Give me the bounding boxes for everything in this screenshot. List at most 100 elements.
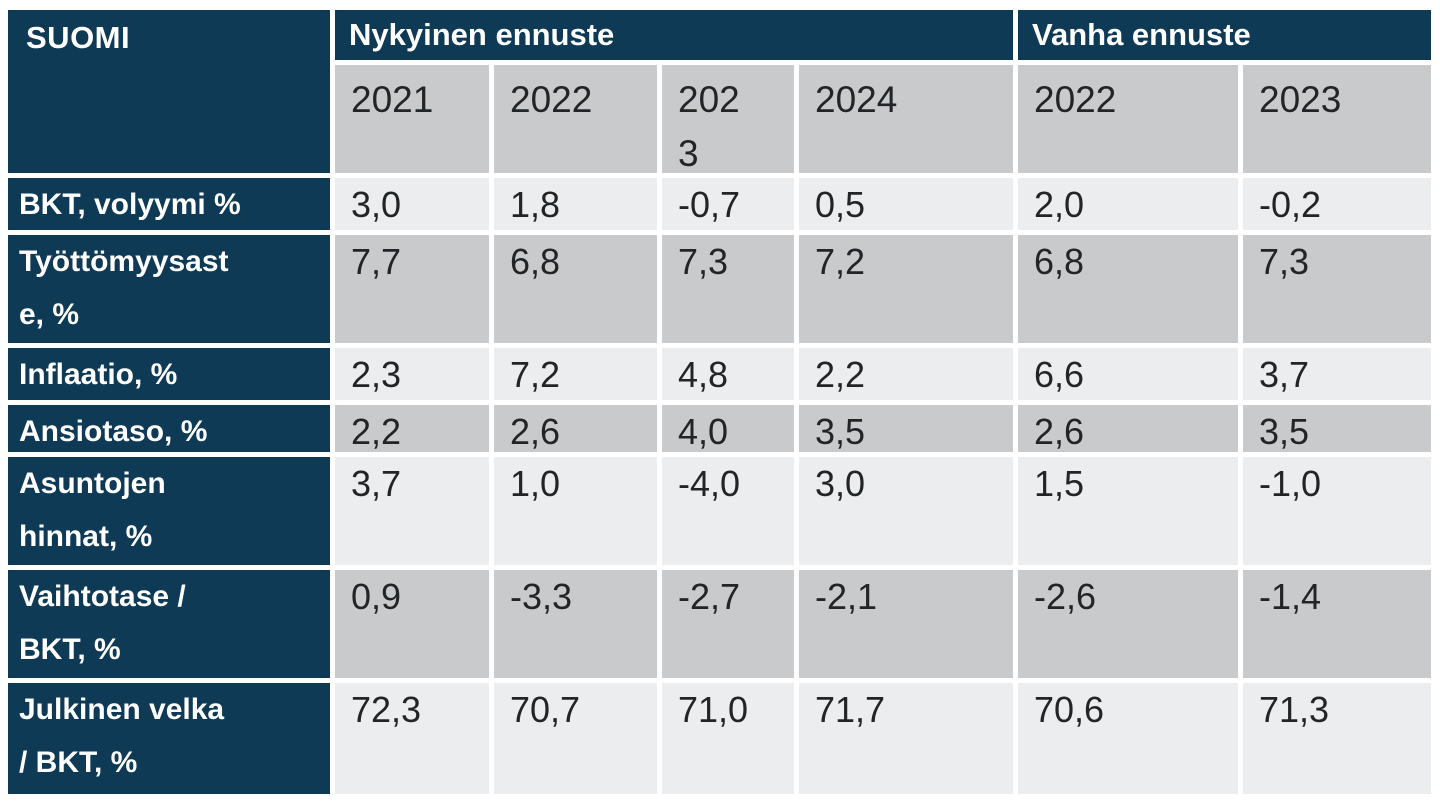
- table-cell-value: 7,7: [335, 235, 489, 343]
- table-cell-value: 2,2: [799, 348, 1013, 400]
- year-header-text: 202: [678, 79, 740, 120]
- row-label: Työttömyysast e, %: [8, 235, 330, 343]
- row-label: Asuntojen hinnat, %: [8, 457, 330, 565]
- table-cell-value: -1,0: [1243, 457, 1431, 565]
- table-cell-value: -4,0: [662, 457, 794, 565]
- table-cell-value: 3,5: [1243, 405, 1431, 452]
- cell-value-text: -0,7: [678, 184, 741, 225]
- table-cell-value: -1,4: [1243, 570, 1431, 678]
- year-header-col-5: 2022: [1018, 65, 1238, 173]
- cell-value-text: 7,3: [678, 241, 729, 282]
- cell-value-text: -0,2: [1259, 184, 1322, 225]
- table-cell-value: -2,7: [662, 570, 794, 678]
- table-cell-value: 0,9: [335, 570, 489, 678]
- year-header-col-6: 2023: [1243, 65, 1431, 173]
- cell-value-text: 1,5: [1034, 463, 1085, 504]
- year-header-col-4: 2024: [799, 65, 1013, 173]
- cell-value-text: 0,9: [351, 576, 402, 617]
- cell-value-text: 3,5: [1259, 411, 1310, 452]
- table-cell-value: 71,7: [799, 683, 1013, 794]
- forecast-table: SUOMI Nykyinen ennuste Vanha ennuste 202…: [8, 10, 1431, 794]
- cell-value-text: 4,8: [678, 354, 729, 395]
- row-label-text: Inflaatio, %: [19, 358, 178, 391]
- cell-value-text: 70,7: [510, 689, 581, 730]
- table-cell-value: -2,6: [1018, 570, 1238, 678]
- table-cell-value: 0,5: [799, 178, 1013, 230]
- year-header-col-3: 202 3: [662, 65, 794, 173]
- table-cell-value: 6,8: [1018, 235, 1238, 343]
- year-header-text: 2022: [510, 79, 593, 120]
- table-cell-value: -3,3: [494, 570, 657, 678]
- row-label: Vaihtotase / BKT, %: [8, 570, 330, 678]
- column-group-current-forecast: Nykyinen ennuste: [335, 10, 1013, 60]
- cell-value-text: 4,0: [678, 411, 729, 452]
- cell-value-text: 71,7: [815, 689, 886, 730]
- table-cell-value: 1,5: [1018, 457, 1238, 565]
- cell-value-text: 70,6: [1034, 689, 1105, 730]
- table-cell-value: 1,0: [494, 457, 657, 565]
- table-cell-value: 4,0: [662, 405, 794, 452]
- cell-value-text: 3,7: [351, 463, 402, 504]
- table-cell-value: 2,6: [494, 405, 657, 452]
- year-header-text: 2024: [815, 79, 898, 120]
- table-cell-value: 3,7: [1243, 348, 1431, 400]
- table-cell-value: 7,3: [662, 235, 794, 343]
- column-group-old-forecast: Vanha ennuste: [1018, 10, 1431, 60]
- row-label-text: Asuntojen: [19, 467, 166, 500]
- table-cell-value: 71,3: [1243, 683, 1431, 794]
- cell-value-text: 3,7: [1259, 354, 1310, 395]
- year-header-text: 2022: [1034, 79, 1117, 120]
- table-cell-value: 70,6: [1018, 683, 1238, 794]
- table-cell-value: 7,2: [799, 235, 1013, 343]
- table-cell-value: 3,5: [799, 405, 1013, 452]
- row-label: Inflaatio, %: [8, 348, 330, 400]
- table-cell-value: 2,2: [335, 405, 489, 452]
- cell-value-text: 6,8: [510, 241, 561, 282]
- cell-value-text: 1,0: [510, 463, 561, 504]
- cell-value-text: -4,0: [678, 463, 741, 504]
- row-label: BKT, volyymi %: [8, 178, 330, 230]
- table-cell-value: 6,8: [494, 235, 657, 343]
- table-cell-value: 4,8: [662, 348, 794, 400]
- table-cell-value: 7,2: [494, 348, 657, 400]
- cell-value-text: 3,0: [351, 184, 402, 225]
- table-cell-value: 1,8: [494, 178, 657, 230]
- table-cell-value: 2,6: [1018, 405, 1238, 452]
- table-cell-value: 3,0: [799, 457, 1013, 565]
- row-label-text: BKT, %: [19, 633, 121, 666]
- cell-value-text: -2,6: [1034, 576, 1097, 617]
- cell-value-text: 2,0: [1034, 184, 1085, 225]
- row-label-text: Ansiotaso, %: [19, 415, 208, 448]
- table-cell-value: 3,7: [335, 457, 489, 565]
- table-cell-value: -0,7: [662, 178, 794, 230]
- cell-value-text: 7,7: [351, 241, 402, 282]
- year-header-text: 2021: [351, 79, 434, 120]
- cell-value-text: 2,2: [351, 411, 402, 452]
- table-cell-value: 72,3: [335, 683, 489, 794]
- cell-value-text: 7,2: [510, 354, 561, 395]
- cell-value-text: -2,1: [815, 576, 878, 617]
- row-label: Julkinen velka / BKT, %: [8, 683, 330, 794]
- row-label-text: BKT, volyymi %: [19, 188, 241, 221]
- row-label-text: Vaihtotase /: [19, 580, 186, 613]
- cell-value-text: 2,6: [510, 411, 561, 452]
- row-label-text: e, %: [19, 298, 80, 331]
- cell-value-text: 3,0: [815, 463, 866, 504]
- table-cell-value: 70,7: [494, 683, 657, 794]
- cell-value-text: 6,6: [1034, 354, 1085, 395]
- cell-value-text: 7,3: [1259, 241, 1310, 282]
- table-cell-value: 71,0: [662, 683, 794, 794]
- row-label-text: Työttömyysast: [19, 245, 229, 278]
- cell-value-text: 6,8: [1034, 241, 1085, 282]
- cell-value-text: 71,0: [678, 689, 749, 730]
- year-header-text: 3: [678, 133, 699, 173]
- table-cell-value: 7,3: [1243, 235, 1431, 343]
- row-label-text: hinnat, %: [19, 520, 153, 553]
- year-header-text: 2023: [1259, 79, 1342, 120]
- row-label: Ansiotaso, %: [8, 405, 330, 452]
- year-header-col-2: 2022: [494, 65, 657, 173]
- cell-value-text: 1,8: [510, 184, 561, 225]
- table-cell-value: 2,3: [335, 348, 489, 400]
- cell-value-text: -2,7: [678, 576, 741, 617]
- cell-value-text: 2,3: [351, 354, 402, 395]
